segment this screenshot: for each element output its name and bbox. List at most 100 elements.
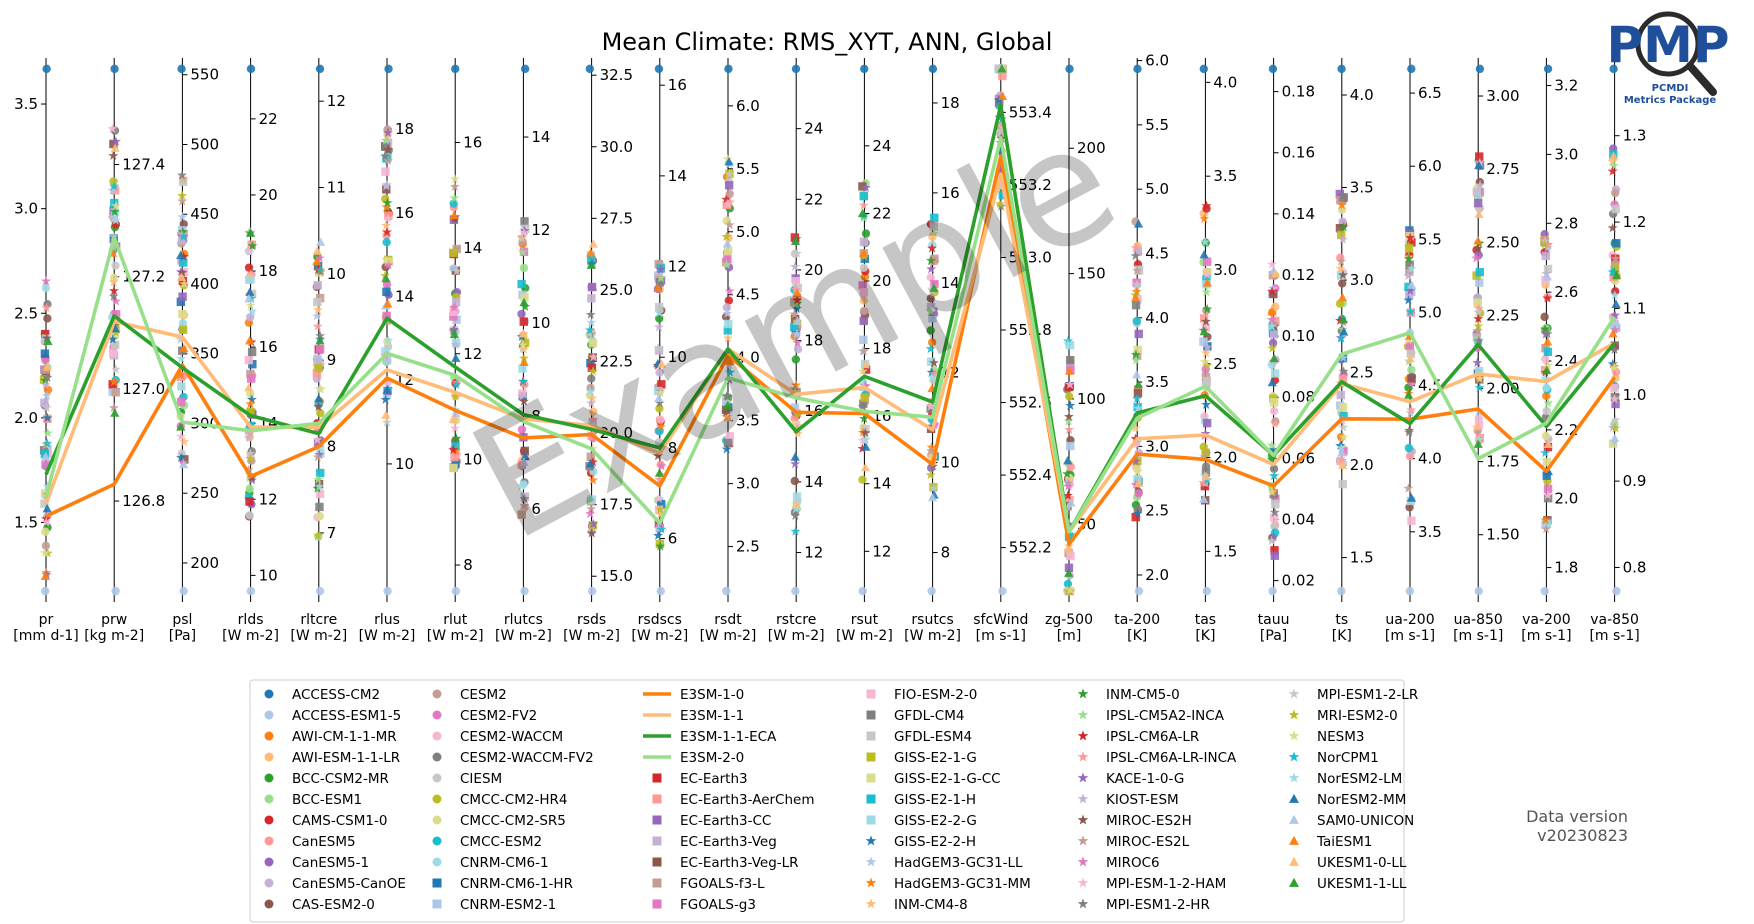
marker-mpi-esm1-2-hr <box>519 493 530 504</box>
marker-ec-earth3-veg <box>587 294 596 303</box>
marker-ipsl-cm5a2-inca <box>1266 440 1277 450</box>
legend-label: EC-Earth3-Veg-LR <box>680 855 799 871</box>
legend-label: FIO-ESM-2-0 <box>894 687 977 703</box>
marker-taiesm1 <box>997 91 1008 101</box>
legend-label: GISS-E2-2-H <box>894 834 976 850</box>
legend-label: MRI-ESM2-0 <box>1317 708 1398 724</box>
tick-label: 18 <box>259 262 278 280</box>
tick-label: 2.0 <box>1145 566 1169 584</box>
axis-unit: [W m-2] <box>427 628 484 644</box>
marker-mri-esm2-0 <box>380 270 391 280</box>
marker-mri-esm2-0 <box>450 391 461 401</box>
legend-swatch <box>865 856 877 867</box>
tick-label: 1.8 <box>1554 559 1578 577</box>
marker-hadgem3-gc31-ll <box>791 328 802 339</box>
marker-hadgem3-gc31-ll <box>586 317 597 327</box>
marker-ec-earth3 <box>861 365 871 374</box>
marker-access-esm1-5 <box>1612 586 1621 596</box>
marker-hadgem3-gc31-ll <box>1542 242 1553 253</box>
marker-giss-e2-1-h <box>1339 411 1348 421</box>
legend-item-ec-earth3: EC-Earth3 <box>652 771 748 787</box>
tick-label: 6 <box>668 530 678 548</box>
marker-ec-earth3 <box>657 380 666 389</box>
marker-access-esm1-5 <box>927 586 936 596</box>
marker-cesm2-fv2 <box>517 425 527 434</box>
marker-bcc-esm1 <box>245 484 254 493</box>
marker-ipsl-cm6a-lr <box>448 444 459 455</box>
marker-kiost-esm <box>381 179 392 190</box>
marker-norcpm1 <box>1269 470 1280 481</box>
tick-label: 14 <box>395 288 414 306</box>
marker-cesm2-waccm-fv2 <box>587 374 596 383</box>
marker-mpi-esm1-2-hr <box>108 291 119 301</box>
marker-ukesm1-1-ll <box>43 336 53 346</box>
tick-label: 3.00 <box>1486 87 1519 105</box>
tick-label: 127.2 <box>122 268 165 286</box>
marker-giss-e2-2-h <box>653 530 664 540</box>
marker-hadgem3-gc31-mm <box>175 369 186 380</box>
marker-ukesm1-1-ll <box>654 468 665 477</box>
marker-hadgem3-gc31-mm <box>1268 485 1279 495</box>
marker-fio-esm-2-0 <box>859 288 869 297</box>
marker-access-esm1-5 <box>246 586 256 596</box>
axis-label: pr <box>39 612 54 628</box>
marker-nesm3 <box>380 254 391 264</box>
marker-inm-cm5-0 <box>1403 253 1414 264</box>
axis-label: zg-500 <box>1045 612 1093 628</box>
legend-swatch <box>264 899 274 909</box>
tick-label: 10 <box>531 314 550 332</box>
legend-item-giss-e2-1-g: GISS-E2-1-G <box>866 750 977 766</box>
legend-label: GISS-E2-1-G <box>894 750 977 766</box>
legend-label: UKESM1-0-LL <box>1317 855 1407 871</box>
marker-taiesm1 <box>725 356 735 366</box>
legend-label: CESM2 <box>460 687 507 703</box>
legend-item-norcpm1: NorCPM1 <box>1288 750 1379 766</box>
marker-giss-e2-1-h <box>517 279 526 289</box>
marker-noresm2-lm <box>860 434 871 445</box>
marker-nesm3 <box>1609 362 1620 373</box>
marker-mpi-esm-1-2-ham <box>1542 490 1553 500</box>
marker-access-esm1-5 <box>451 586 461 596</box>
marker-noresm2-mm <box>861 442 871 451</box>
marker-norcpm1 <box>518 376 529 386</box>
marker-ec-earth3 <box>41 329 50 339</box>
marker-kace-1-0-g <box>1130 456 1141 466</box>
legend-item-ec-earth3-veg: EC-Earth3-Veg <box>652 834 777 850</box>
marker-mpi-esm-1-2-ham <box>1202 269 1213 279</box>
marker-awi-esm-1-1-lr <box>859 296 869 305</box>
legend-label: BCC-ESM1 <box>292 792 362 808</box>
marker-cmcc-cm2-sr5 <box>109 273 119 282</box>
marker-hadgem3-gc31-mm <box>1199 213 1210 224</box>
marker-cmcc-cm2-hr4 <box>1335 299 1345 308</box>
tick-label: 400 <box>190 275 219 293</box>
marker-giss-e2-2-h <box>1065 400 1076 410</box>
marker-mpi-esm1-2-lr <box>653 342 664 353</box>
marker-ukesm1-0-ll <box>1543 439 1553 449</box>
legend-swatch <box>1077 814 1089 825</box>
tick-label: 3.2 <box>1554 77 1578 95</box>
tick-label: 20 <box>872 272 891 290</box>
legend-swatch <box>1077 856 1089 867</box>
marker-miroc-es2l <box>858 346 869 356</box>
marker-fio-esm-2-0 <box>108 349 118 358</box>
marker-access-esm1-5 <box>998 586 1007 596</box>
legend-swatch <box>1077 898 1089 909</box>
marker-fgoals-f3-l <box>930 254 939 264</box>
marker-ukesm1-0-ll <box>381 410 391 419</box>
marker-mpi-esm1-2-hr <box>315 330 326 341</box>
marker-ec-earth3-veg-lr <box>520 446 530 456</box>
marker-access-cm2 <box>928 64 938 74</box>
marker-access-esm1-5 <box>1337 586 1346 596</box>
marker-ipsl-cm6a-lr <box>178 251 189 261</box>
marker-ipsl-cm5a2-inca <box>584 496 595 507</box>
marker-sam0-unicon <box>1473 189 1484 199</box>
marker-sam0-unicon <box>1131 370 1142 379</box>
marker-miroc-es2h <box>860 427 871 438</box>
marker-fgoals-g3 <box>1202 257 1212 266</box>
marker-mpi-esm1-2-lr <box>1062 502 1073 512</box>
marker-ipsl-cm6a-lr-inca <box>858 200 869 210</box>
axis-label: va-200 <box>1522 612 1571 628</box>
legend-swatch <box>264 794 274 804</box>
tick-label: 12 <box>668 258 687 276</box>
marker-giss-e2-1-g-cc <box>1269 398 1279 407</box>
